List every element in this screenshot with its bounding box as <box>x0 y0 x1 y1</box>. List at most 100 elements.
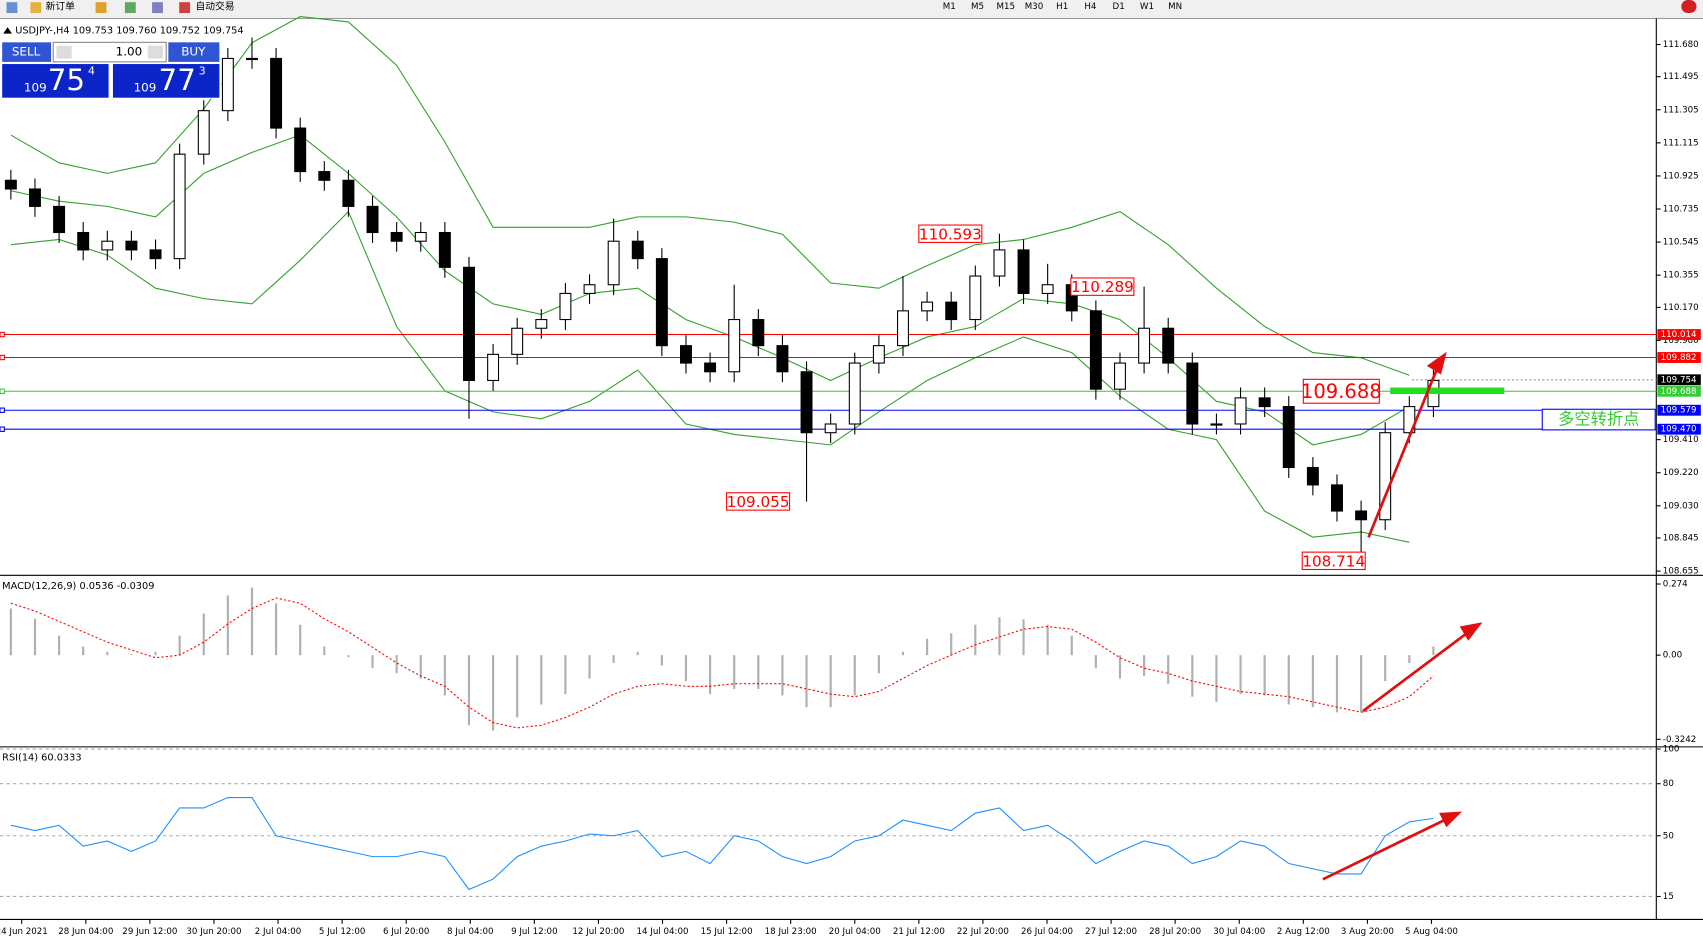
macd-bar <box>1432 646 1435 656</box>
candle-body <box>535 319 548 329</box>
sell-button[interactable] <box>2 42 52 62</box>
x-tick-label: 18 Jul 23:00 <box>765 927 817 937</box>
candle-body <box>1331 484 1343 512</box>
candle-body <box>294 127 307 173</box>
tool-icon[interactable] <box>179 2 191 14</box>
auto-trading-button[interactable]: 自动交易 <box>195 0 234 13</box>
new-order-button[interactable]: 新订单 <box>46 0 76 13</box>
y-tick-label: 109.980 <box>1663 336 1699 346</box>
x-tick-label: 12 Jul 20:00 <box>572 927 624 937</box>
candle-body <box>583 284 596 294</box>
macd-bar <box>1239 655 1242 695</box>
macd-bar <box>1335 655 1339 713</box>
candle-body <box>776 345 789 373</box>
macd-bar <box>1022 619 1025 656</box>
level-tag-label: 109.470 <box>1661 425 1697 435</box>
lot-up[interactable] <box>147 45 163 59</box>
last-price-tag <box>1657 374 1701 386</box>
x-tick-label: 6 Jul 20:00 <box>383 927 429 937</box>
macd-signal <box>10 597 1434 729</box>
level-tag <box>1657 423 1701 435</box>
price-callout: 110.289 <box>1071 278 1134 296</box>
macd-bar <box>33 618 37 656</box>
turn-zone-bar <box>1390 387 1505 395</box>
sell-label[interactable]: SELL <box>12 45 41 59</box>
bid-sup: 4 <box>88 65 95 78</box>
timeframe-button[interactable]: M30 <box>1025 2 1044 12</box>
candle-body <box>1017 249 1030 294</box>
macd-bar <box>371 655 374 669</box>
macd-bar <box>805 655 808 708</box>
timeframe-button[interactable]: H4 <box>1084 2 1097 12</box>
candle-body <box>993 249 1006 277</box>
macd-bar <box>636 651 639 656</box>
tool-icon[interactable] <box>30 2 42 14</box>
timeframe-button[interactable]: H1 <box>1056 2 1068 12</box>
candle-body <box>848 362 861 425</box>
price-callout-box <box>1301 551 1366 571</box>
tool-icon[interactable] <box>95 2 107 14</box>
candle-body <box>921 301 934 312</box>
alert-icon[interactable] <box>1681 0 1697 14</box>
buy-label[interactable]: BUY <box>181 45 206 59</box>
timeframe-button[interactable]: M5 <box>971 2 984 12</box>
x-tick-label: 2 Aug 12:00 <box>1277 927 1330 937</box>
bid-box[interactable] <box>2 64 109 98</box>
timeframe-button[interactable]: M15 <box>996 2 1015 12</box>
lot-field[interactable] <box>52 41 167 63</box>
macd-bar <box>709 655 712 695</box>
x-tick-label: 30 Jul 04:00 <box>1213 927 1265 937</box>
x-tick-label: 3 Aug 20:00 <box>1341 927 1394 937</box>
candle-body <box>511 327 524 355</box>
candle-body <box>366 205 379 234</box>
symbol-arrow <box>3 27 12 34</box>
lot-value[interactable]: 1.00 <box>116 45 143 59</box>
macd-bar <box>998 617 1001 656</box>
y-tick-label: 111.495 <box>1663 72 1699 82</box>
y-tick-label: 0.274 <box>1663 580 1688 590</box>
level-marker <box>0 331 5 338</box>
macd-bar <box>733 655 736 689</box>
macd-bar <box>106 651 109 656</box>
macd-bar <box>877 655 880 674</box>
candle-body <box>246 57 258 61</box>
macd-bar <box>178 635 181 656</box>
timeframe-button[interactable]: D1 <box>1113 2 1125 12</box>
timeframe-button[interactable]: W1 <box>1140 2 1154 12</box>
ask-box[interactable] <box>112 64 220 98</box>
candle-body <box>390 231 403 242</box>
lot-down[interactable] <box>56 45 72 59</box>
candle-body <box>1041 284 1054 294</box>
macd-bar <box>1263 655 1266 696</box>
candle-body <box>1089 310 1102 390</box>
level-tag-label: 109.579 <box>1661 406 1697 416</box>
tool-icon[interactable] <box>124 2 136 14</box>
macd-bar <box>492 655 495 731</box>
chart-title: USDJPY-,H4 109.753 109.760 109.752 109.7… <box>15 25 243 36</box>
trend-arrows <box>1322 351 1483 881</box>
macd-bar <box>974 624 977 656</box>
buy-button[interactable] <box>168 42 220 62</box>
candle-body <box>221 57 234 112</box>
y-tick-label: 108.655 <box>1663 567 1699 577</box>
timeframe-button[interactable]: M1 <box>943 2 956 12</box>
candle-body <box>438 231 451 268</box>
candle-body <box>414 231 427 242</box>
candle-body <box>125 240 138 251</box>
level-tag-label: 109.882 <box>1661 353 1697 363</box>
candle-body <box>463 266 475 382</box>
candle-body <box>4 179 17 190</box>
candle-body <box>655 258 668 347</box>
x-tick-label: 24 Jun 2021 <box>0 927 48 937</box>
candle-body <box>824 423 837 434</box>
macd-bar <box>130 654 133 656</box>
rsi-line <box>10 797 1434 891</box>
candle-body <box>77 231 90 251</box>
macd-bar <box>1143 655 1146 676</box>
macd-bar <box>540 655 543 705</box>
tool-icon[interactable] <box>152 2 163 14</box>
macd-bar <box>419 655 422 679</box>
toolbar <box>0 0 1703 18</box>
timeframe-button[interactable]: MN <box>1168 2 1182 12</box>
tool-icon[interactable] <box>6 2 18 14</box>
